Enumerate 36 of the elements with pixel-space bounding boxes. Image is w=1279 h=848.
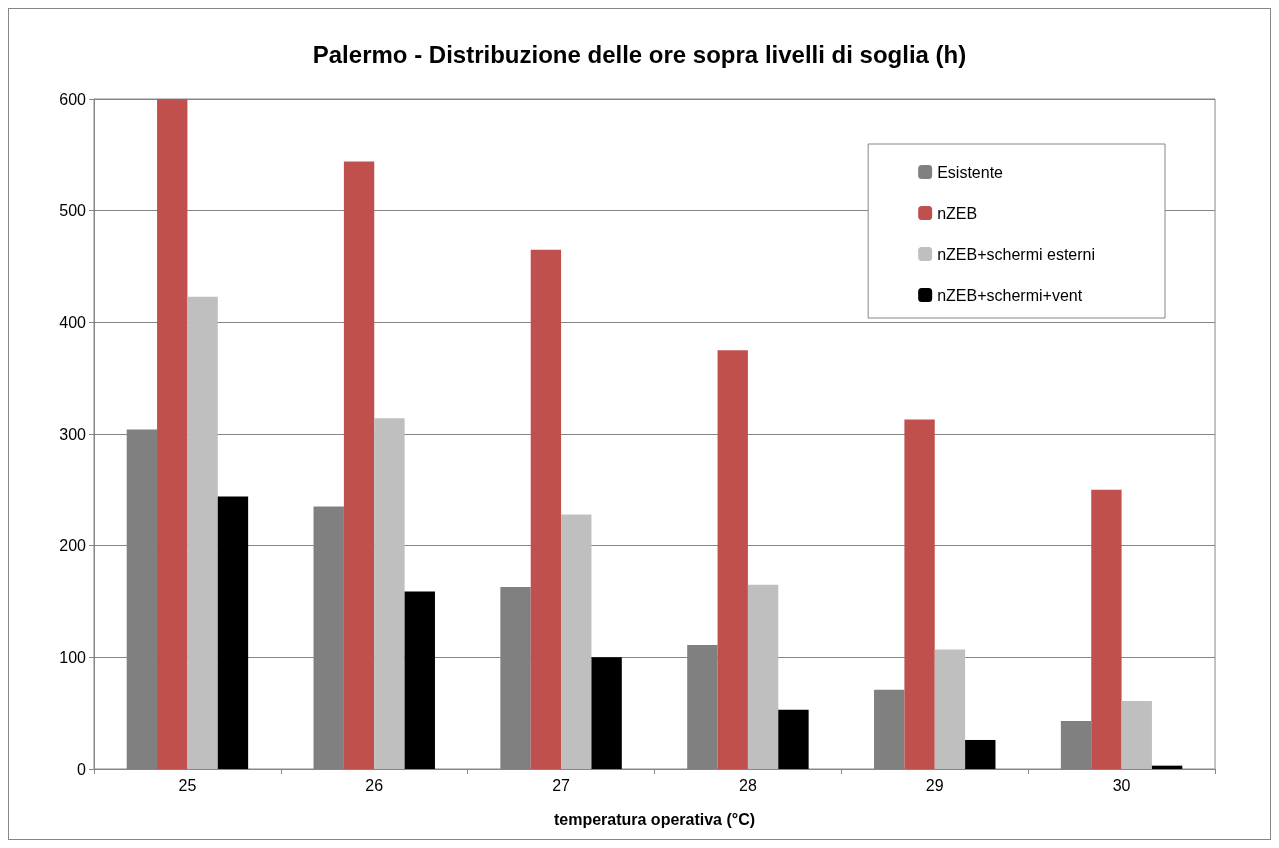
bar <box>717 350 748 769</box>
x-tick-label: 28 <box>739 776 757 794</box>
bar <box>374 418 405 769</box>
x-tick-label: 26 <box>365 776 384 794</box>
legend-label: nZEB <box>937 204 978 222</box>
x-tick-label: 30 <box>1112 776 1131 794</box>
y-tick-label: 500 <box>59 202 87 220</box>
x-axis-title: temperatura operativa (°C) <box>553 810 756 828</box>
bar <box>904 419 935 769</box>
chart-title: Palermo - Distribuzione delle ore sopra livelli di soglia (h) <box>312 40 967 68</box>
legend-label: nZEB+schermi esterni <box>937 245 1096 263</box>
y-tick-label: 200 <box>59 537 87 555</box>
x-tick-label: 25 <box>178 776 197 794</box>
bar <box>591 657 622 769</box>
legend-label: nZEB+schermi+vent <box>937 286 1083 304</box>
bar <box>343 161 375 769</box>
y-tick-label: 300 <box>59 425 87 443</box>
bar <box>1121 700 1152 769</box>
y-tick-label: 100 <box>59 648 87 666</box>
bar <box>965 739 996 769</box>
bar <box>778 709 809 769</box>
bar <box>157 99 188 769</box>
legend-label: Esistente <box>937 163 1004 181</box>
x-tick-label: 29 <box>925 776 944 794</box>
bar <box>187 296 218 769</box>
bar <box>1091 489 1122 769</box>
bar <box>404 591 435 769</box>
y-tick-label: 0 <box>77 760 87 778</box>
y-tick-label: 400 <box>59 313 87 331</box>
y-tick-label: 600 <box>59 90 87 108</box>
x-tick-label: 27 <box>552 776 571 794</box>
bar <box>561 514 592 769</box>
bar <box>934 649 966 769</box>
bar <box>217 496 249 769</box>
bar <box>747 584 779 769</box>
bar <box>530 249 562 769</box>
